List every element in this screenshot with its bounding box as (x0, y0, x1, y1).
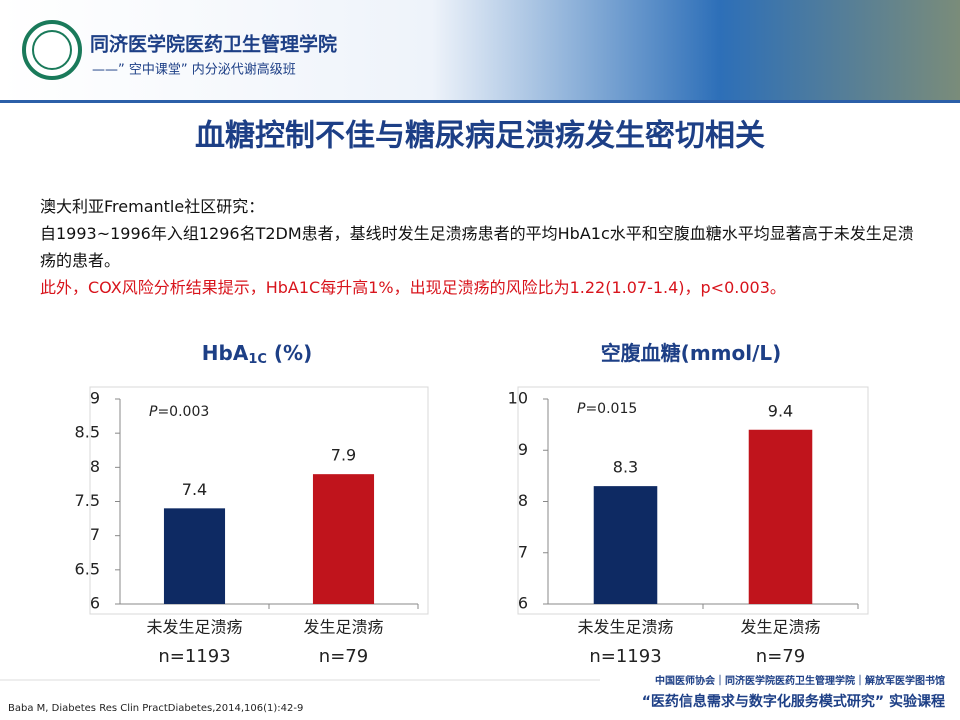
y-tick-label: 8 (90, 457, 100, 476)
logo-inner (32, 30, 72, 70)
header-program: ——” 空中课堂” 内分泌代谢高级班 (92, 62, 296, 78)
annotation: P=0.003 (149, 404, 209, 420)
y-tick-label: 6.5 (75, 559, 100, 578)
footer-partners: 中国医师协会｜同济医学院医药卫生管理学院｜解放军医学图书馆 (655, 674, 945, 687)
y-tick-label: 9 (518, 440, 528, 459)
y-tick-label: 8 (518, 491, 528, 510)
y-tick-label: 7.5 (75, 491, 100, 510)
chart-title: HbA1C (%) (202, 341, 312, 367)
value-label: 9.4 (768, 401, 793, 420)
x-tick-label: 发生足溃疡 (740, 618, 820, 637)
body-highlight: 此外，COX风险分析结果提示，HbA1C每升高1%，出现足溃疡的风险比为1.22… (40, 278, 786, 297)
category-note: n=79 (319, 646, 368, 667)
body-line: 澳大利亚Fremantle社区研究： (40, 197, 265, 216)
footer-course: “医药信息需求与数字化服务模式研究” 实验课程 (642, 693, 945, 710)
chart-title: 空腹血糖(mmol/L) (601, 341, 782, 365)
category-note: n=79 (756, 646, 805, 667)
header-rule (0, 100, 960, 103)
y-tick-label: 10 (508, 389, 528, 408)
bar (593, 486, 658, 604)
annotation-part: =0.015 (585, 401, 637, 417)
y-tick-label: 6 (518, 594, 528, 613)
y-tick-label: 7 (518, 542, 528, 561)
chart-title-part: 1C (248, 352, 267, 367)
value-label: 8.3 (613, 458, 638, 477)
plot-frame (517, 386, 869, 615)
x-tick-label: 未发生足溃疡 (577, 618, 673, 637)
value-label: 7.9 (331, 446, 356, 465)
slide-title: 血糖控制不佳与糖尿病足溃疡发生密切相关 (195, 119, 765, 154)
chart-title-part: (%) (267, 341, 312, 365)
chart-title-part: 空腹血糖(mmol/L) (601, 341, 782, 365)
annotation: P=0.015 (577, 401, 637, 417)
y-tick-label: 8.5 (75, 423, 100, 442)
value-label: 7.4 (182, 480, 207, 499)
citation: Baba M, Diabetes Res Clin PractDiabetes,… (8, 703, 303, 714)
x-tick-label: 发生足溃疡 (303, 618, 383, 637)
y-tick-label: 9 (90, 389, 100, 408)
annotation-part: P (149, 404, 158, 420)
category-note: n=1193 (158, 646, 230, 667)
body-paragraph: 自1993~1996年入组1296名T2DM患者，基线时发生足溃疡患者的平均Hb… (40, 224, 914, 270)
annotation-part: P (577, 401, 586, 417)
bar (312, 474, 375, 604)
y-tick-label: 6 (90, 594, 100, 613)
chart-title-part: HbA (202, 341, 249, 365)
header-band (0, 0, 960, 100)
x-tick-label: 未发生足溃疡 (146, 618, 242, 637)
plot-frame (89, 386, 429, 615)
category-note: n=1193 (589, 646, 661, 667)
y-tick-label: 7 (90, 525, 100, 544)
bar (163, 508, 226, 604)
annotation-part: =0.003 (157, 404, 209, 420)
bar (748, 429, 813, 604)
header-org: 同济医学院医药卫生管理学院 (90, 33, 337, 56)
